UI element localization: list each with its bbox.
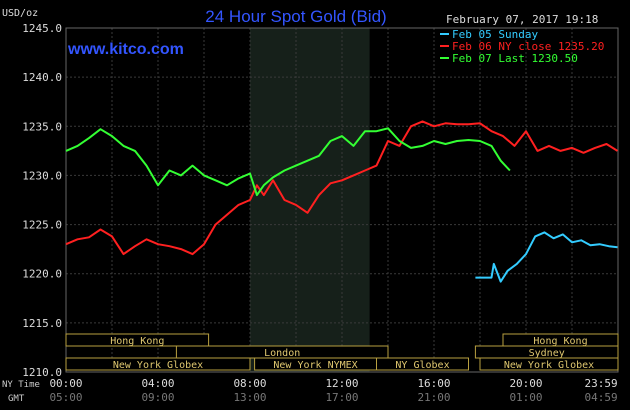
market-session: New York NYMEX bbox=[254, 357, 378, 371]
x-tick-label-ny: 23:59 bbox=[584, 377, 617, 390]
x-tick-label-gmt: 04:59 bbox=[584, 391, 617, 404]
x-tick-label-gmt: 21:00 bbox=[417, 391, 450, 404]
legend-item-feb06: Feb 06 NY close 1235.20 bbox=[440, 40, 604, 53]
market-session-label: London bbox=[264, 348, 300, 359]
x-tick-label-ny: 08:00 bbox=[233, 377, 266, 390]
market-session: Hong Kong bbox=[502, 333, 619, 347]
market-session-label: NY Globex bbox=[395, 360, 449, 371]
y-tick-label: 1220.0 bbox=[22, 268, 62, 281]
x-tick-label-gmt: 05:00 bbox=[49, 391, 82, 404]
site-url: www.kitco.com bbox=[67, 41, 184, 58]
market-session-label: Hong Kong bbox=[110, 336, 164, 347]
market-session: Sydney bbox=[474, 345, 619, 359]
market-session: New York Globex bbox=[479, 357, 619, 371]
x-tick-label-ny: 12:00 bbox=[325, 377, 358, 390]
market-session-label: Hong Kong bbox=[533, 336, 587, 347]
market-session-label: New York Globex bbox=[504, 360, 594, 371]
series-line-2 bbox=[65, 127, 511, 197]
legend-item-feb07: Feb 07 Last 1230.50 bbox=[440, 52, 578, 65]
y-tick-label: 1215.0 bbox=[22, 317, 62, 330]
y-unit-label: USD/oz bbox=[2, 8, 38, 19]
chart-title: 24 Hour Spot Gold (Bid) bbox=[205, 7, 386, 26]
ny-time-label: NY Time bbox=[2, 380, 40, 390]
y-tick-label: 1245.0 bbox=[22, 22, 62, 35]
market-session: NY Globex bbox=[376, 357, 469, 371]
x-tick-label-ny: 00:00 bbox=[49, 377, 82, 390]
legend: Feb 05 Sunday Feb 06 NY close 1235.20 Fe… bbox=[440, 28, 604, 65]
series-line-0 bbox=[475, 231, 618, 283]
series-line-1 bbox=[65, 120, 619, 256]
x-tick-label-gmt: 09:00 bbox=[141, 391, 174, 404]
market-session: London bbox=[175, 345, 389, 359]
x-tick-label-ny: 16:00 bbox=[417, 377, 450, 390]
market-session-label: New York Globex bbox=[113, 360, 203, 371]
y-tick-label: 1225.0 bbox=[22, 219, 62, 232]
y-tick-label: 1240.0 bbox=[22, 71, 62, 84]
chart-date: February 07, 2017 19:18 bbox=[446, 13, 598, 26]
gmt-label: GMT bbox=[8, 394, 25, 404]
shaded-session-region bbox=[250, 28, 370, 372]
x-tick-label-ny: 04:00 bbox=[141, 377, 174, 390]
svg-text:Feb 06 NY close 1235.20: Feb 06 NY close 1235.20 bbox=[452, 40, 604, 53]
market-session-label: New York NYMEX bbox=[273, 360, 357, 371]
y-tick-label: 1230.0 bbox=[22, 169, 62, 182]
y-tick-label: 1210.0 bbox=[22, 366, 62, 379]
market-session: New York Globex bbox=[65, 357, 251, 371]
market-session-label: Sydney bbox=[529, 348, 565, 359]
x-tick-label-gmt: 01:00 bbox=[509, 391, 542, 404]
market-session: Hong Kong bbox=[65, 333, 210, 347]
x-tick-label-gmt: 17:00 bbox=[325, 391, 358, 404]
plot-border bbox=[65, 27, 619, 373]
svg-text:Feb 05 Sunday: Feb 05 Sunday bbox=[452, 28, 538, 41]
y-tick-label: 1235.0 bbox=[22, 120, 62, 133]
x-tick-label-gmt: 13:00 bbox=[233, 391, 266, 404]
x-tick-label-ny: 20:00 bbox=[509, 377, 542, 390]
legend-item-feb05: Feb 05 Sunday bbox=[440, 28, 538, 41]
svg-text:Feb 07 Last 1230.50: Feb 07 Last 1230.50 bbox=[452, 52, 578, 65]
